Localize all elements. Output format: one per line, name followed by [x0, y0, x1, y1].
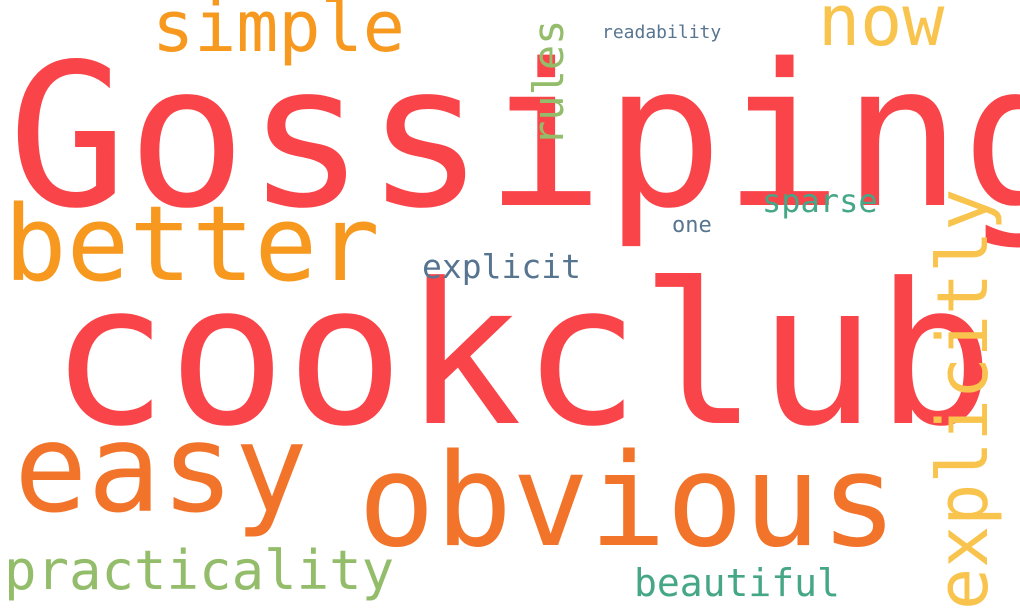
word-now: now: [818, 0, 945, 62]
word-one: one: [672, 213, 712, 238]
word-rules: rules: [524, 19, 573, 146]
word-better: better: [4, 183, 380, 305]
word-obvious: obvious: [358, 427, 898, 576]
word-explicit: explicit: [422, 247, 581, 286]
word-gossiping: Gossiping: [8, 21, 1020, 252]
word-readability: readability: [602, 22, 722, 43]
word-easy: easy: [14, 398, 308, 540]
word-explicitly: explicitly: [922, 188, 1004, 610]
word-cookclub: cookclub: [50, 242, 995, 470]
word-practicality: practicality: [4, 539, 395, 602]
word-beautiful: beautiful: [634, 561, 840, 605]
word-sparse: sparse: [762, 182, 878, 220]
word-simple: simple: [152, 0, 405, 68]
